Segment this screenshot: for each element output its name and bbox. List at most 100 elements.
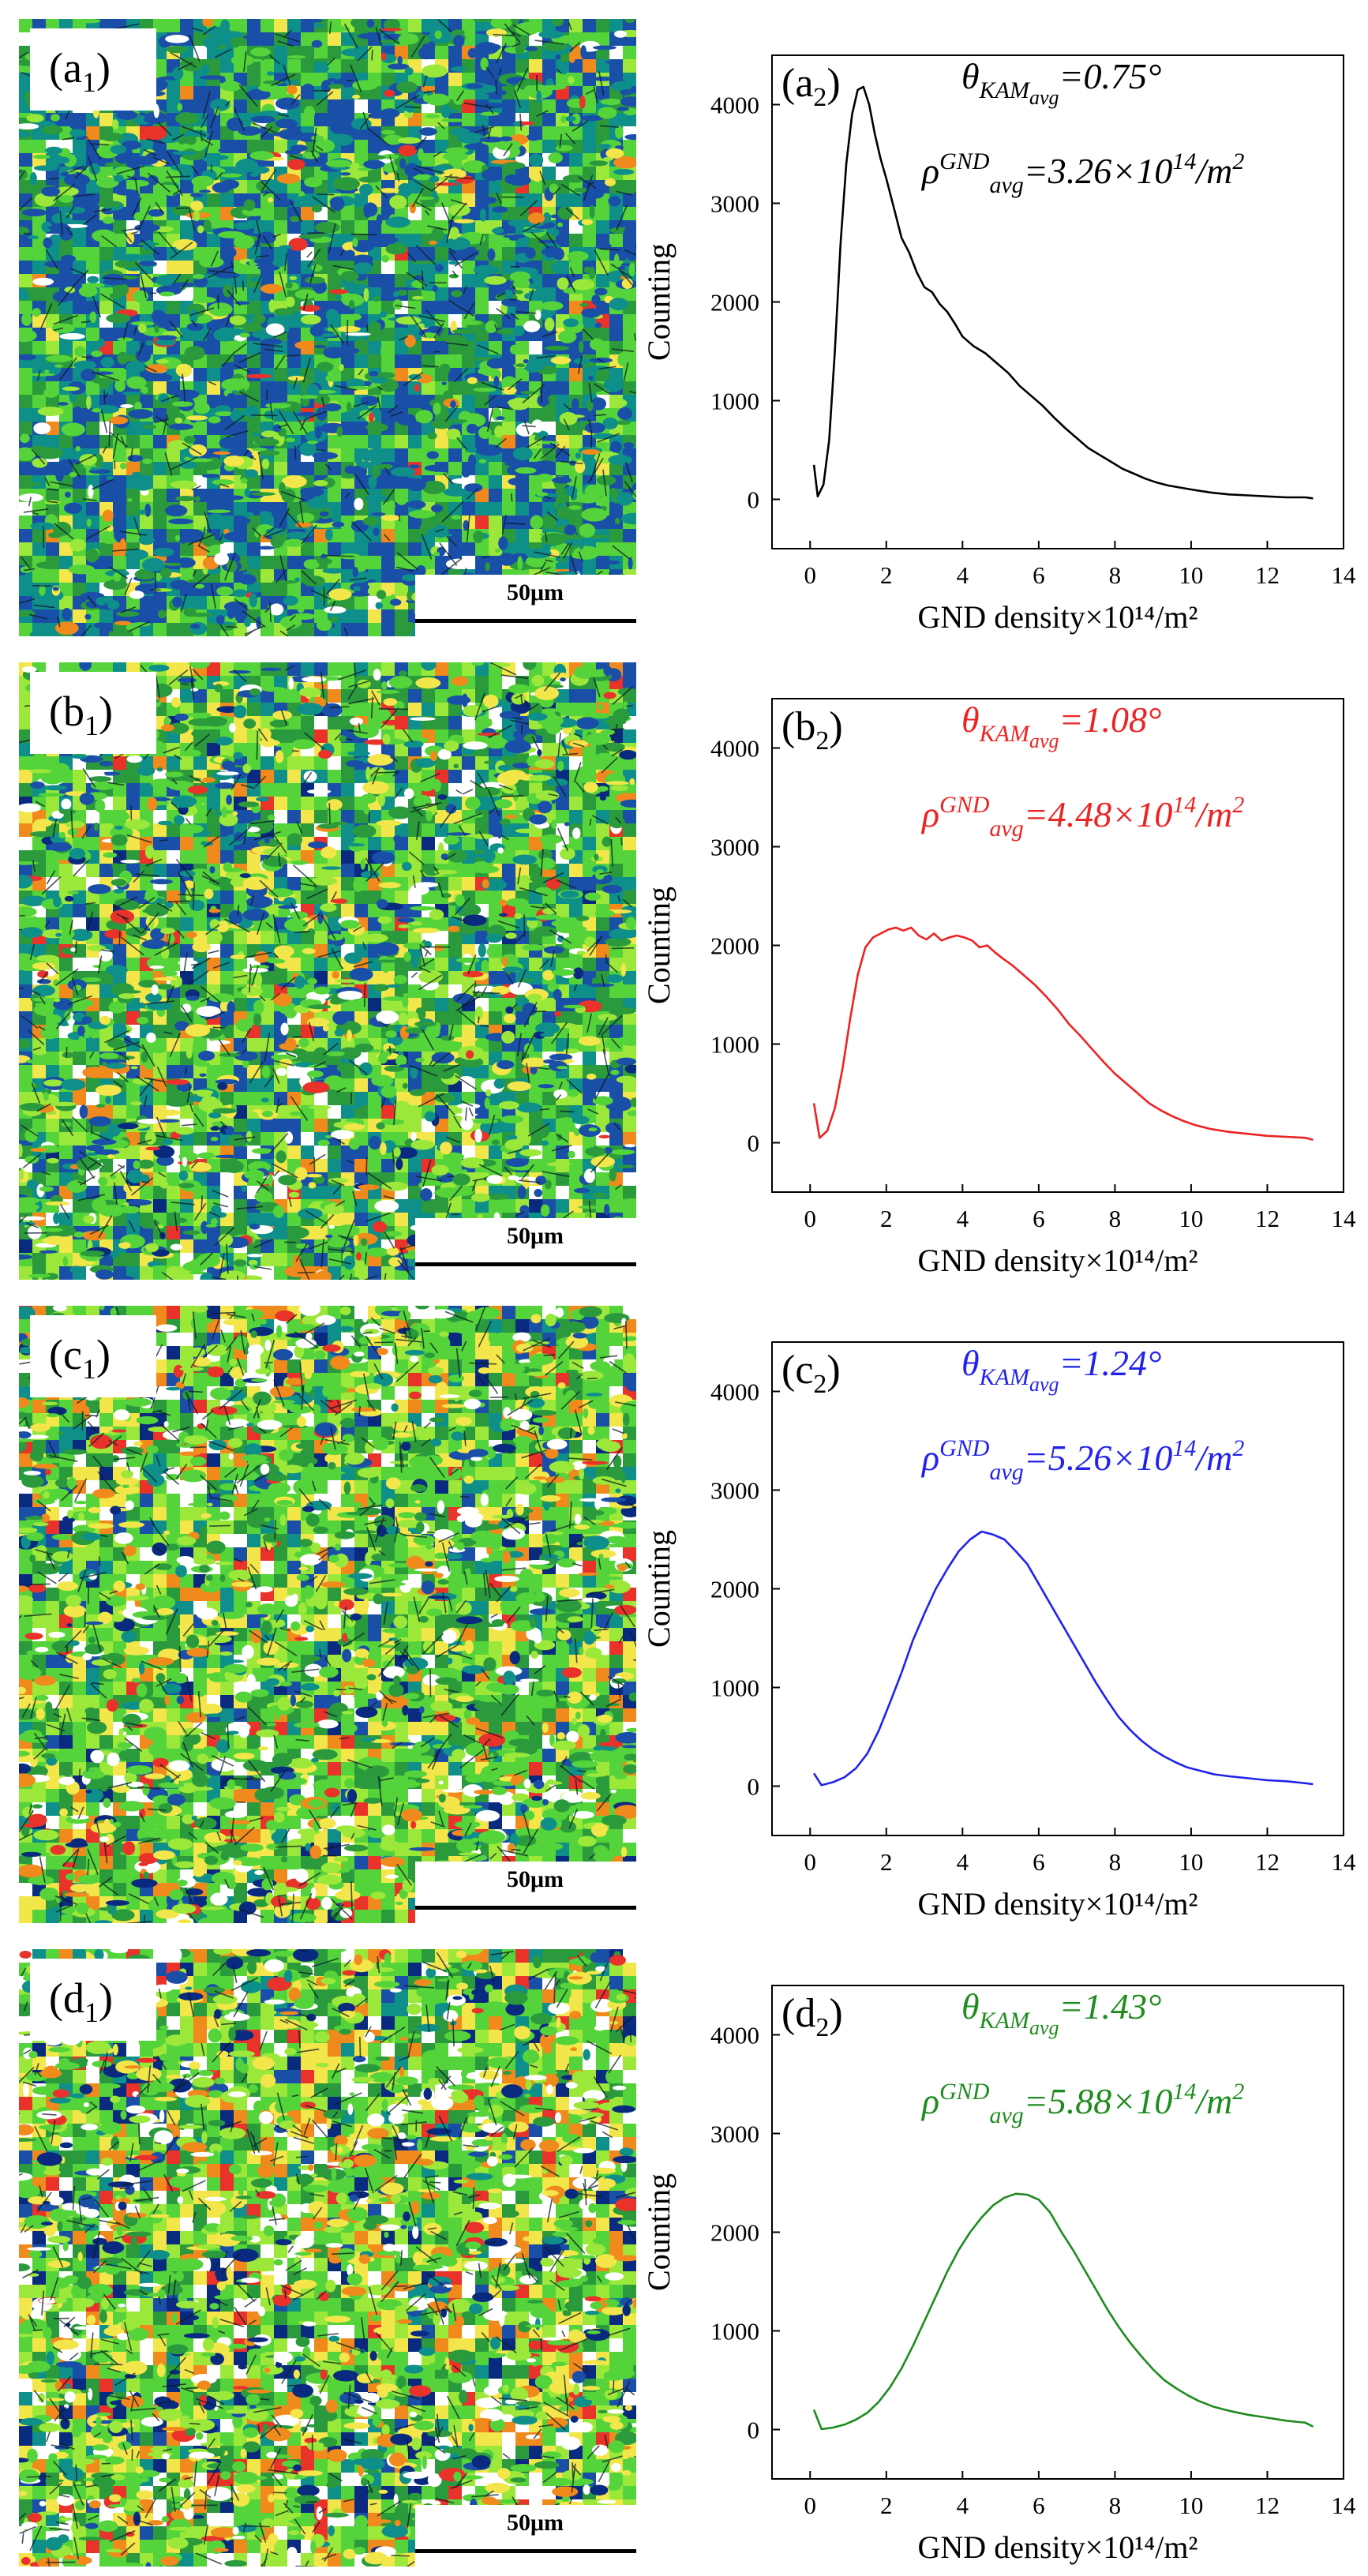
grain-texture (19, 1949, 636, 2567)
kam-map: (d1) 50μm (19, 1949, 636, 2567)
gnd-density-line (812, 2192, 1314, 2431)
gnd-histogram-chart: 0 2 4 6 8 10 12 14 0 1000 2000 3000 4000 Counting GND … (647, 1930, 1368, 2574)
map-panel-label: (d1) (30, 1959, 156, 2041)
y-tick-label: 4000 (710, 2022, 759, 2049)
scale-bar-line (415, 1906, 636, 1910)
y-axis-label: Counting (647, 243, 677, 361)
x-axis-label: GND density×10¹⁴/m² (918, 599, 1198, 635)
x-tick-label: 8 (1109, 561, 1122, 589)
y-tick-label: 2000 (710, 1576, 759, 1603)
x-tick-label: 6 (1033, 1205, 1045, 1232)
panel-row-b: (b1) 50μm 0 2 4 6 8 10 12 14 0 1000 2000 3000 4000 Co… (0, 643, 1368, 1287)
kam-average-annotation: θKAMavg=1.43° (961, 1986, 1161, 2039)
x-tick-label: 6 (1033, 2492, 1045, 2519)
x-axis-label: GND density×10¹⁴/m² (918, 1886, 1198, 1922)
x-tick-label: 4 (957, 561, 969, 589)
x-tick-label: 8 (1109, 1205, 1122, 1232)
map-panel-label: (b1) (30, 672, 156, 754)
gnd-average-annotation: ρGNDavg=3.26×1014/m2 (920, 148, 1244, 198)
kam-map-canvas (19, 662, 636, 1280)
y-tick-label: 3000 (710, 2120, 759, 2148)
x-tick-label: 4 (957, 1848, 969, 1876)
x-tick-label: 2 (880, 1848, 893, 1876)
chart-panel-label: (a2) (781, 61, 841, 112)
x-tick-label: 8 (1109, 2492, 1122, 2519)
kam-average-annotation: θKAMavg=1.24° (961, 1343, 1161, 1396)
x-tick-label: 6 (1033, 1848, 1045, 1876)
y-axis-label: Counting (647, 2173, 677, 2291)
x-tick-label: 2 (880, 561, 893, 589)
grain-texture (19, 662, 636, 1280)
scale-bar-box: 50μm (415, 1218, 636, 1280)
chart-svg: 0 2 4 6 8 10 12 14 0 1000 2000 3000 4000 Counting GND … (647, 1341, 1357, 1922)
map-panel-label: (c1) (30, 1315, 156, 1397)
y-tick-label: 2000 (710, 932, 759, 960)
kam-map: (a1) 50μm (19, 19, 636, 636)
plot-frame (771, 1341, 1344, 1836)
x-tick-label: 0 (804, 2492, 816, 2519)
x-tick-label: 4 (957, 2492, 969, 2519)
x-tick-label: 0 (804, 1848, 816, 1876)
x-tick-label: 12 (1255, 561, 1280, 589)
scale-bar-box: 50μm (415, 575, 636, 636)
panel-row-c: (c1) 50μm 0 2 4 6 8 10 12 14 0 1000 2000 3000 4000 Co… (0, 1287, 1368, 1930)
y-tick-label: 3000 (710, 190, 759, 218)
gnd-histogram-chart: 0 2 4 6 8 10 12 14 0 1000 2000 3000 4000 Counting GND … (647, 643, 1368, 1287)
x-tick-label: 10 (1179, 561, 1203, 589)
gnd-histogram-chart: 0 2 4 6 8 10 12 14 0 1000 2000 3000 4000 Counting GND … (647, 0, 1368, 643)
x-tick-label: 10 (1179, 1205, 1203, 1232)
y-tick-label: 0 (748, 1773, 760, 1801)
x-tick-label: 6 (1033, 561, 1045, 589)
gnd-average-annotation: ρGNDavg=5.88×1014/m2 (920, 2079, 1244, 2128)
scale-bar-line (415, 1262, 636, 1266)
y-axis-label: Counting (647, 887, 677, 1004)
x-tick-label: 14 (1332, 561, 1357, 589)
scale-bar-label: 50μm (507, 2510, 564, 2536)
x-tick-label: 0 (804, 1205, 816, 1232)
kam-average-annotation: θKAMavg=1.08° (961, 699, 1161, 752)
x-tick-label: 14 (1332, 1848, 1357, 1876)
x-tick-label: 2 (880, 1205, 893, 1232)
scale-bar-label: 50μm (507, 1866, 564, 1892)
gnd-average-annotation: ρGNDavg=5.26×1014/m2 (920, 1435, 1244, 1485)
kam-average-annotation: θKAMavg=0.75° (961, 56, 1161, 109)
gnd-density-line (812, 85, 1314, 500)
y-tick-label: 3000 (710, 1477, 759, 1505)
grain-texture (19, 1306, 636, 1923)
chart-panel-label: (c2) (781, 1348, 841, 1399)
plot-frame (771, 54, 1344, 549)
x-tick-label: 10 (1179, 2492, 1203, 2519)
y-tick-label: 2000 (710, 289, 759, 317)
y-axis-label: Counting (647, 1530, 677, 1648)
x-tick-label: 0 (804, 561, 816, 589)
kam-map-canvas (19, 1306, 636, 1923)
kam-map: (b1) 50μm (19, 662, 636, 1280)
y-tick-label: 4000 (710, 735, 759, 763)
scale-bar-label: 50μm (507, 1223, 564, 1249)
scale-bar-line (415, 619, 636, 623)
scale-bar-label: 50μm (507, 579, 564, 606)
kam-map-canvas (19, 1949, 636, 2567)
chart-panel-label: (d2) (781, 1991, 843, 2042)
x-tick-label: 14 (1332, 1205, 1357, 1232)
scale-bar-line (415, 2549, 636, 2553)
scale-bar-box: 50μm (415, 1862, 636, 1923)
y-tick-label: 3000 (710, 834, 759, 861)
y-tick-label: 1000 (710, 2318, 759, 2345)
chart-panel-label: (b2) (781, 704, 843, 756)
y-tick-label: 1000 (710, 1031, 759, 1059)
y-tick-label: 1000 (710, 1674, 759, 1702)
x-tick-label: 12 (1255, 2492, 1280, 2519)
x-tick-label: 4 (957, 1205, 969, 1232)
kam-map-canvas (19, 19, 636, 636)
y-tick-label: 4000 (710, 1378, 759, 1406)
map-panel-label: (a1) (30, 28, 156, 111)
x-axis-label: GND density×10¹⁴/m² (918, 2529, 1198, 2565)
y-tick-label: 0 (748, 486, 760, 514)
kam-map: (c1) 50μm (19, 1306, 636, 1923)
x-tick-label: 12 (1255, 1848, 1280, 1876)
x-axis-label: GND density×10¹⁴/m² (918, 1243, 1198, 1278)
gnd-histogram-chart: 0 2 4 6 8 10 12 14 0 1000 2000 3000 4000 Counting GND … (647, 1287, 1368, 1930)
y-tick-label: 2000 (710, 2219, 759, 2247)
scale-bar-box: 50μm (415, 2505, 636, 2567)
